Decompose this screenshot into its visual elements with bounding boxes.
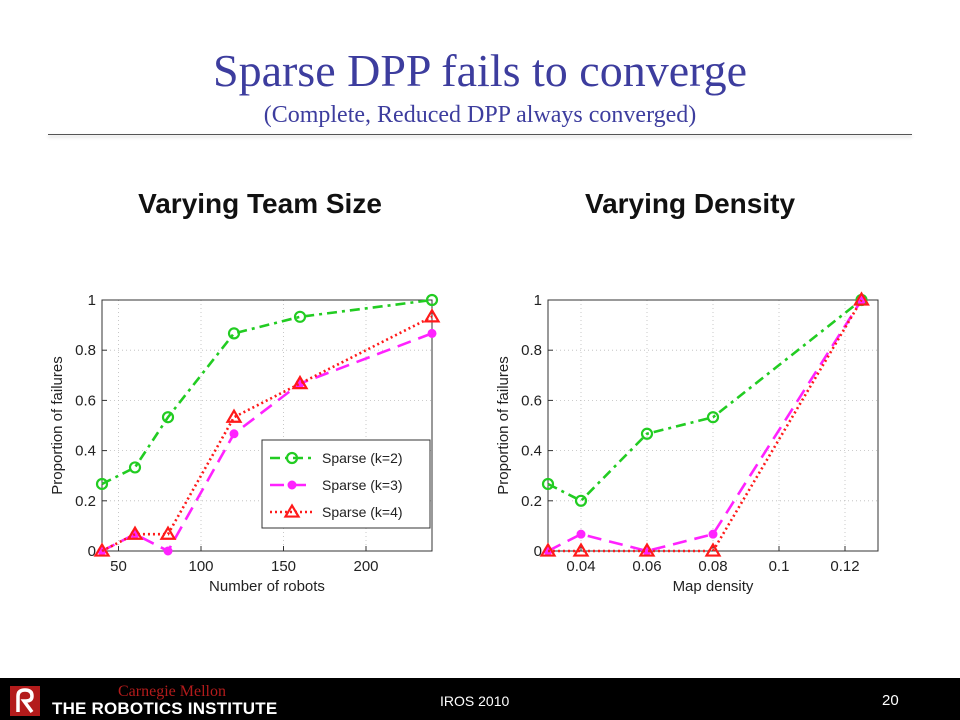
y-axis-label: Proportion of failures (495, 356, 512, 494)
y-tick-label: 0 (534, 543, 542, 560)
data-point-series-1 (541, 477, 555, 491)
legend-label: Sparse (k=2) (322, 450, 403, 466)
data-point-series-1 (95, 477, 109, 491)
conference-label: IROS 2010 (440, 693, 510, 709)
y-tick-label: 0 (88, 543, 96, 560)
y-tick-label: 1 (534, 292, 542, 309)
density-chart: 0.04 0.06 0.08 0.1 0.12 0 0.2 0.4 0.6 0.8 1 Map den… (495, 291, 879, 595)
data-point-series-2 (576, 529, 586, 539)
chart-title-density: Varying Density (584, 188, 796, 219)
data-point-series-2 (229, 429, 239, 439)
x-tick-label: 50 (110, 558, 127, 575)
data-point-series-3 (572, 542, 590, 557)
data-point-series-3 (539, 542, 557, 557)
y-tick-label: 0.6 (75, 392, 96, 409)
carnegie-mellon-wordmark: Carnegie Mellon (118, 683, 226, 700)
data-point-series-3 (853, 291, 870, 306)
series-line-3 (548, 299, 863, 553)
series-line-1 (101, 298, 433, 486)
data-point-series-1 (227, 327, 241, 340)
title-divider (48, 134, 912, 135)
data-point-series-3 (423, 308, 441, 323)
slide-subtitle: (Complete, Reduced DPP always converged) (263, 102, 697, 128)
x-tick-label: 0.08 (698, 558, 727, 575)
y-tick-label: 0.4 (521, 443, 542, 460)
x-tick-label: 200 (353, 558, 378, 575)
data-point-series-3 (93, 542, 111, 557)
data-point-series-2 (163, 546, 173, 556)
data-point-series-1 (161, 411, 175, 424)
axes-box (101, 299, 433, 552)
x-tick-label: 100 (188, 558, 213, 575)
series-line-2 (547, 299, 863, 553)
data-point-series-1 (128, 461, 142, 474)
x-axis-label: Number of robots (209, 578, 325, 595)
legend-label: Sparse (k=4) (322, 504, 403, 520)
data-point-series-1 (706, 411, 720, 424)
slide-title: Sparse DPP fails to converge (212, 45, 748, 96)
data-point-series-1 (640, 427, 654, 440)
robotics-institute-wordmark: THE ROBOTICS INSTITUTE (52, 699, 278, 718)
y-tick-label: 0.2 (521, 493, 542, 510)
data-point-series-1 (425, 293, 439, 307)
data-point-series-3 (704, 542, 722, 557)
y-axis-label: Proportion of failures (49, 356, 66, 494)
footer-bar (0, 678, 960, 720)
data-point-series-3 (126, 525, 144, 540)
page-number: 20 (882, 692, 899, 709)
data-point-series-3 (291, 374, 309, 390)
data-point-series-3 (638, 542, 656, 557)
y-tick-label: 0.8 (75, 342, 96, 359)
x-tick-label: 0.06 (632, 558, 661, 575)
legend-swatch-marker (287, 480, 297, 490)
y-tick-label: 0.4 (75, 443, 96, 460)
x-tick-label: 150 (271, 558, 296, 575)
x-axis-label: Map density (673, 578, 754, 595)
x-tick-label: 0.04 (566, 558, 595, 575)
x-tick-label: 0.12 (830, 558, 859, 575)
y-tick-label: 0.2 (75, 493, 96, 510)
series-line-1 (547, 298, 863, 503)
y-tick-label: 0.6 (521, 392, 542, 409)
legend-swatch-marker (283, 503, 301, 518)
data-point-series-1 (574, 494, 588, 507)
legend-swatch-marker (285, 451, 299, 465)
data-point-series-1 (293, 310, 307, 323)
y-tick-label: 1 (88, 292, 96, 309)
plot-area (548, 300, 878, 551)
chart-title-team-size: Varying Team Size (138, 188, 382, 219)
data-point-series-3 (225, 408, 243, 423)
y-tick-label: 0.8 (521, 342, 542, 359)
team-size-chart: 50 100 150 200 0 0.2 0.4 0.6 0.8 1 Number of robot… (49, 292, 441, 595)
data-point-series-2 (427, 328, 437, 338)
legend-label: Sparse (k=3) (322, 477, 403, 493)
robotics-institute-logo-icon (10, 686, 40, 716)
data-point-series-2 (708, 529, 718, 539)
data-point-series-3 (159, 525, 177, 540)
x-tick-label: 0.1 (769, 558, 790, 575)
